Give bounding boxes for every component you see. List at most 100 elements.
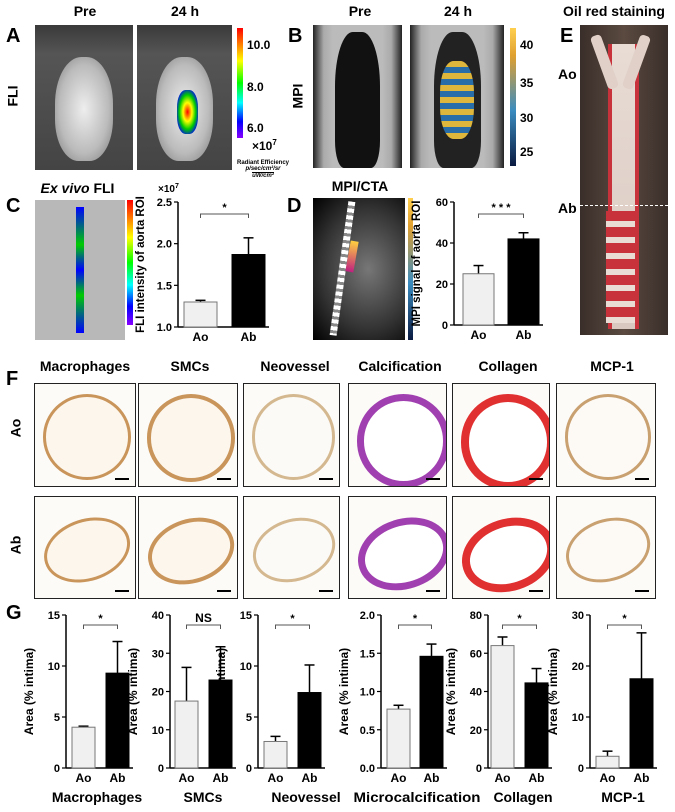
histology-collagen-ao <box>452 383 550 487</box>
mpi-cta-colorbar <box>408 198 413 340</box>
x-tick-label: Ao <box>193 330 209 344</box>
col-label-pre: Pre <box>73 3 97 19</box>
mpi-colorbar-tick: 40 <box>520 38 534 52</box>
x-tick-label: Ao <box>391 771 407 785</box>
significance-label: * <box>517 613 522 625</box>
bar-ab <box>208 679 233 769</box>
col-label-pre: Pre <box>348 3 372 19</box>
y-axis-label: Area (% intima) <box>126 648 140 735</box>
x-tick-label: Ao <box>76 771 92 785</box>
column-header-mcp-1: MCP-1 <box>590 358 634 374</box>
oil-red-mark-ao: Ao <box>558 66 577 82</box>
column-header-macrophages: Macrophages <box>39 358 131 374</box>
histology-mcp-1-ab <box>556 496 656 599</box>
y-tick-label: 0 <box>578 763 584 775</box>
y-tick-label: 0 <box>246 763 252 775</box>
significance-bracket <box>200 213 249 218</box>
mpi-colorbar-tick: 25 <box>520 145 534 159</box>
significance-label: * <box>98 613 103 625</box>
oil-red-mark-ab: Ab <box>558 200 577 216</box>
y-tick-label: 0 <box>54 763 60 775</box>
y-tick-label: 60 <box>436 197 448 209</box>
bar-ab <box>629 678 654 769</box>
panel-c-title: Ex vivo FLI <box>40 180 115 196</box>
x-tick-label: Ao <box>179 771 195 785</box>
y-tick-label: 2.0 <box>157 239 172 251</box>
bar-ab <box>507 238 540 326</box>
scale-bar <box>115 590 129 592</box>
x-tick-label: Ab <box>241 330 257 344</box>
y-tick-label: 0 <box>158 763 164 775</box>
bar-ab <box>419 655 444 769</box>
y-tick-label: 15 <box>240 610 252 622</box>
scale-bar <box>635 478 649 480</box>
y-tick-label: 40 <box>152 610 164 622</box>
chart-title: Neovessel <box>271 789 340 805</box>
fli-colorbar-tick: 6.0 <box>247 121 264 135</box>
x-tick-label: Ab <box>213 771 229 785</box>
fli-colorbar-multiplier: ×107 <box>252 138 277 153</box>
mpi-colorbar <box>510 28 516 166</box>
x-tick-label: Ao <box>268 771 284 785</box>
significance-label: * * * <box>492 202 512 214</box>
fli-image-24h <box>137 25 232 170</box>
y-tick-label: 10 <box>240 661 252 673</box>
chart-title: Microcalcification <box>354 789 481 805</box>
y-axis-label: Area (% intima) <box>546 648 560 735</box>
y-axis-label: FLI intensity of aorta ROI <box>135 196 147 333</box>
histology-smcs-ao <box>138 383 238 487</box>
ex-vivo-colorbar <box>127 200 133 325</box>
bar-ab <box>297 692 322 769</box>
column-header-collagen: Collagen <box>478 358 538 374</box>
y-tick-label: 60 <box>470 648 482 660</box>
x-tick-label: Ab <box>634 771 650 785</box>
ex-vivo-fli-image <box>35 200 125 340</box>
y-tick-label: 2.5 <box>157 197 172 209</box>
column-header-calcification: Calcification <box>358 358 442 374</box>
mpi-colorbar-tick: 35 <box>520 76 534 90</box>
y-axis-label: Area (% intima) <box>337 648 351 735</box>
y-tick-label: 1.0 <box>157 322 172 334</box>
y-tick-label: 5 <box>246 712 252 724</box>
significance-bracket <box>502 624 537 629</box>
column-header-smcs: SMCs <box>170 358 210 374</box>
y-multiplier: ×107 <box>158 183 179 195</box>
x-tick-label: Ab <box>516 328 532 342</box>
scale-bar <box>217 590 231 592</box>
histology-smcs-ab <box>138 496 238 599</box>
bar-ao <box>595 755 620 769</box>
panel-e-title: Oil red staining <box>563 3 665 19</box>
y-tick-label: 2.0 <box>360 610 375 622</box>
y-tick-label: 0 <box>442 320 448 332</box>
x-tick-label: Ao <box>495 771 511 785</box>
oil-red-photo <box>580 25 668 335</box>
panel-d-title: MPI/CTA <box>331 178 389 194</box>
y-tick-label: 20 <box>572 661 584 673</box>
scale-bar <box>319 478 333 480</box>
significance-label: * <box>222 202 227 214</box>
y-tick-label: 5 <box>54 712 60 724</box>
y-tick-label: 0 <box>476 763 482 775</box>
chart-title: MCP-1 <box>601 789 645 805</box>
y-axis-label: MPI signal of aorta ROI <box>411 201 423 327</box>
histology-mcp-1-ao <box>556 383 656 487</box>
panel-label-g: G <box>6 602 22 624</box>
y-tick-label: 10 <box>48 661 60 673</box>
scale-bar <box>426 590 440 592</box>
histology-neovessel-ab <box>243 496 340 599</box>
chart-title: Macrophages <box>52 789 142 805</box>
y-tick-label: 20 <box>436 279 448 291</box>
bar-ao <box>174 700 199 769</box>
col-label-24h: 24 h <box>170 3 199 19</box>
histology-macrophages-ao <box>34 383 136 487</box>
histology-calcification-ao <box>348 383 447 487</box>
panel-label-c: C <box>6 195 21 217</box>
histology-collagen-ab <box>452 496 550 599</box>
panel-label-a: A <box>6 25 21 47</box>
bar-ao <box>490 645 515 769</box>
significance-bracket <box>478 213 524 218</box>
fli-colorbar <box>237 28 243 138</box>
histology-neovessel-ao <box>243 383 340 487</box>
significance-label: * <box>413 613 418 625</box>
